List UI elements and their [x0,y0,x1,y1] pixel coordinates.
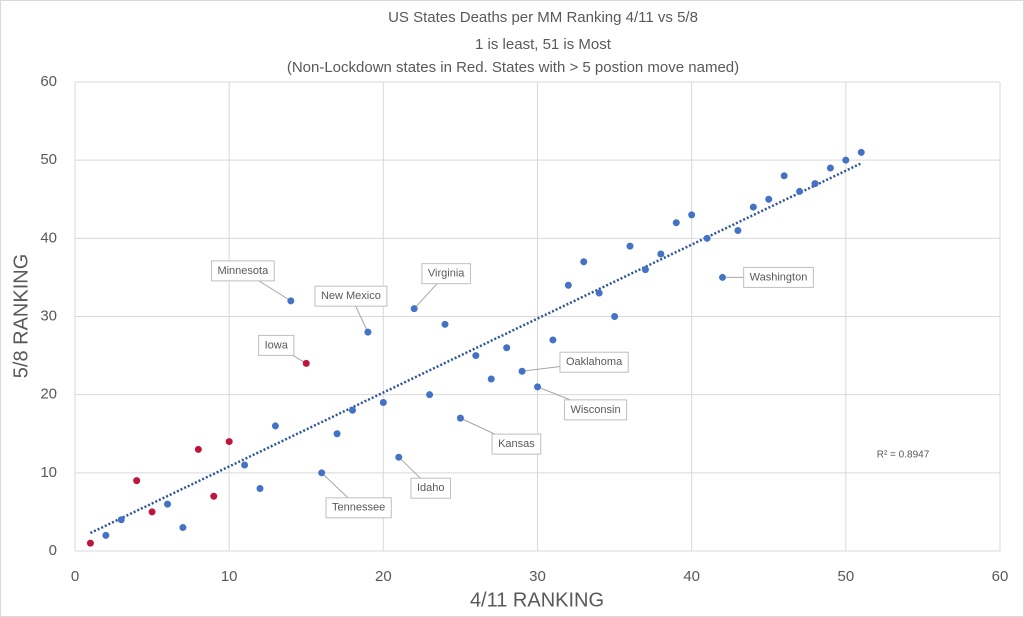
callout-box [491,433,542,455]
callout-box [258,334,295,356]
data-point [857,148,865,156]
x-tick-label: 40 [683,568,700,585]
data-point [194,445,202,453]
data-point [271,422,279,430]
data-point [487,375,495,383]
data-point [179,524,187,532]
data-point [472,352,480,360]
x-tick-label: 0 [71,568,79,585]
data-point [256,484,264,492]
chart-subtitle: 1 is least, 51 is Most [475,36,612,53]
point-label: Wisconsin [570,404,620,416]
data-point [626,242,634,250]
callout-box [210,260,275,282]
x-tick-label: 50 [837,568,854,585]
data-point [133,477,141,485]
data-point [641,266,649,274]
data-point [826,164,834,172]
chart-subtitle: (Non-Lockdown states in Red. States with… [287,59,739,76]
y-tick-label: 10 [40,464,57,481]
point-label: Washington [750,271,808,283]
y-tick-label: 60 [40,73,57,90]
data-point [302,359,310,367]
point-label: Virginia [428,268,465,280]
point-label: New Mexico [321,290,381,302]
data-point [102,531,110,539]
data-point [86,539,94,547]
data-point [379,398,387,406]
x-tick-label: 10 [221,568,238,585]
data-point [796,187,804,195]
data-point [719,273,726,281]
data-point [410,305,418,313]
data-point [318,469,326,477]
y-tick-label: 30 [40,307,57,324]
data-point [842,156,850,164]
data-point [564,281,572,289]
data-point [611,313,619,320]
data-point [225,438,233,446]
data-point [657,250,665,258]
point-label: Tennessee [332,502,385,514]
callout-box [325,497,392,519]
data-point [210,492,218,500]
x-axis-label: 4/11 RANKING [470,589,604,611]
data-point [703,234,711,242]
data-point [241,461,249,469]
y-axis-label: 5/8 RANKING [10,254,32,378]
data-point [426,391,434,399]
data-point [148,508,156,516]
data-point [456,414,464,422]
data-point [811,180,819,188]
data-point [734,227,742,235]
trendline [89,162,862,535]
data-point [117,516,125,524]
point-label: Kansas [498,438,535,450]
point-label: Oaklahoma [566,356,623,368]
callout-box [314,285,388,307]
point-label: Minnesota [217,265,269,277]
x-tick-label: 20 [375,568,392,585]
data-point [395,453,403,461]
callout-box [421,263,471,285]
data-point [688,211,696,219]
data-point [441,320,449,328]
point-label: Idaho [417,482,445,494]
data-point [164,500,171,508]
data-point [595,289,603,297]
callout-box [743,266,814,288]
y-tick-label: 40 [40,229,57,246]
data-point [534,383,541,391]
data-point [749,203,757,211]
data-point [349,406,356,414]
data-point [580,258,588,266]
x-tick-label: 60 [992,568,1009,585]
data-point [333,430,341,438]
y-tick-label: 50 [40,151,57,168]
callout-box [410,477,452,499]
data-point [780,172,788,180]
data-point [765,195,773,203]
callout-box [559,351,629,373]
data-point [549,336,557,344]
x-tick-label: 30 [529,568,546,585]
point-label: Iowa [265,339,289,351]
data-point [364,328,372,336]
data-point [518,367,526,375]
r-squared: R² = 0.8947 [877,450,930,461]
y-tick-label: 20 [40,386,57,403]
data-point [672,219,680,227]
callout-box [563,399,628,421]
chart-title: US States Deaths per MM Ranking 4/11 vs … [388,9,698,26]
data-point [503,344,511,352]
data-point [287,297,295,305]
y-tick-label: 0 [49,542,57,559]
